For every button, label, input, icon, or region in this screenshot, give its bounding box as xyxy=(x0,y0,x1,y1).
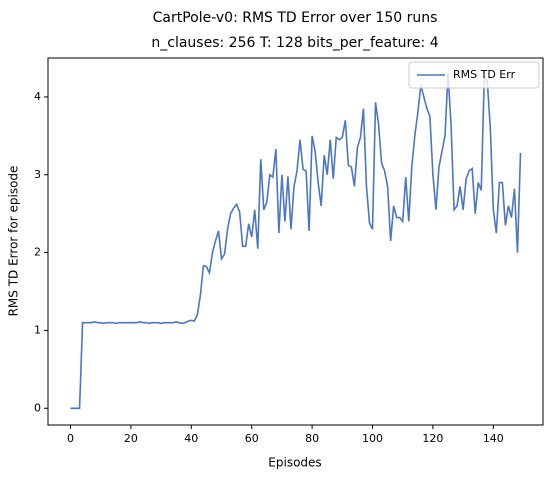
y-tick-label: 0 xyxy=(34,401,41,414)
x-tick-label: 60 xyxy=(245,432,259,445)
x-tick-label: 40 xyxy=(184,432,198,445)
x-tick-label: 0 xyxy=(67,432,74,445)
y-tick-label: 2 xyxy=(34,246,41,259)
x-tick-label: 100 xyxy=(362,432,383,445)
x-tick-label: 80 xyxy=(305,432,319,445)
y-tick-label: 1 xyxy=(34,323,41,336)
x-tick-label: 140 xyxy=(483,432,504,445)
axes-frame xyxy=(47,57,544,426)
x-tick-label: 20 xyxy=(124,432,138,445)
chart-title: CartPole-v0: RMS TD Error over 150 runs xyxy=(153,10,438,26)
y-tick-label: 3 xyxy=(34,168,41,181)
legend-label: RMS TD Err xyxy=(453,68,516,81)
line-series xyxy=(70,73,522,410)
legend-box xyxy=(408,61,540,89)
y-tick-label: 4 xyxy=(34,90,41,103)
y-axis-label: RMS TD Error for episode xyxy=(7,166,21,317)
x-tick-label: 120 xyxy=(422,432,443,445)
x-axis-label: Episodes xyxy=(268,456,321,470)
chart-subtitle: n_clauses: 256 T: 128 bits_per_feature: … xyxy=(151,35,438,51)
